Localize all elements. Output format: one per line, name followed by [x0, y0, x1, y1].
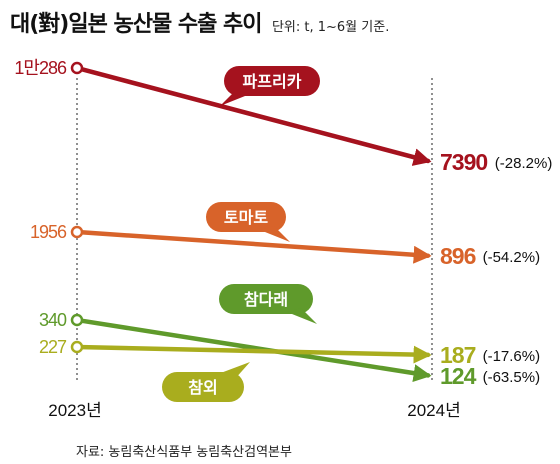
chart-title: 대(對)일본 농산물 수출 추이 [10, 12, 262, 37]
labels-layer: 1만286 7390 (-28.2%) 파프리카 1956 896 (-54.2%) 토마토 3… [14, 58, 552, 402]
series-line-2 [80, 230, 432, 264]
start-value-label: 1956 [30, 222, 67, 242]
series-name-label: 참외 [188, 378, 217, 397]
change-percent-label: (-17.6%) [483, 348, 541, 365]
bubble-shape [219, 284, 313, 314]
start-point-marker [70, 340, 84, 354]
bubble-shape [206, 202, 286, 232]
start-value-label: 1만286 [14, 58, 67, 78]
series-name-label: 파프리카 [243, 72, 302, 91]
x-tick-label: 2024년 [407, 401, 460, 420]
start-point-marker [70, 225, 84, 239]
bubble-shape [224, 66, 320, 96]
bubble-shape [162, 372, 244, 402]
source-note: 자료: 농림축산식품부 농림축산검역본부 [76, 445, 292, 460]
bubble-tail [287, 308, 317, 324]
bubble-tail [220, 90, 250, 106]
title-block: 대(對)일본 농산물 수출 추이 단위: t, 1~6월 기준. [10, 6, 389, 38]
start-value-label: 227 [39, 337, 67, 357]
series-line-1 [80, 67, 432, 166]
end-value-label: 187 [440, 342, 476, 368]
start-value-label: 340 [39, 310, 67, 330]
start-point-marker [70, 61, 84, 75]
bubble-tail [218, 362, 250, 380]
change-percent-label: (-28.2%) [495, 155, 553, 172]
series-line-4 [80, 344, 432, 364]
series-name-bubble: 참외 [162, 362, 250, 402]
series-name-bubble: 참다래 [219, 284, 317, 324]
series-name-bubble: 파프리카 [220, 66, 320, 106]
series-name-label: 토마토 [224, 208, 268, 227]
series-line-3 [80, 318, 432, 383]
series-name-label: 참다래 [244, 290, 288, 309]
series-layer [70, 61, 432, 383]
start-point-marker [70, 313, 84, 327]
end-value-label: 896 [440, 243, 476, 269]
x-tick-label: 2023년 [48, 401, 101, 420]
change-percent-label: (-63.5%) [483, 369, 541, 386]
series-name-bubble: 토마토 [206, 202, 290, 242]
change-percent-label: (-54.2%) [483, 249, 541, 266]
end-value-label: 124 [440, 363, 477, 389]
bubble-tail [260, 226, 290, 242]
end-value-label: 7390 [440, 149, 487, 175]
unit-note: 단위: t, 1~6월 기준. [271, 20, 390, 35]
